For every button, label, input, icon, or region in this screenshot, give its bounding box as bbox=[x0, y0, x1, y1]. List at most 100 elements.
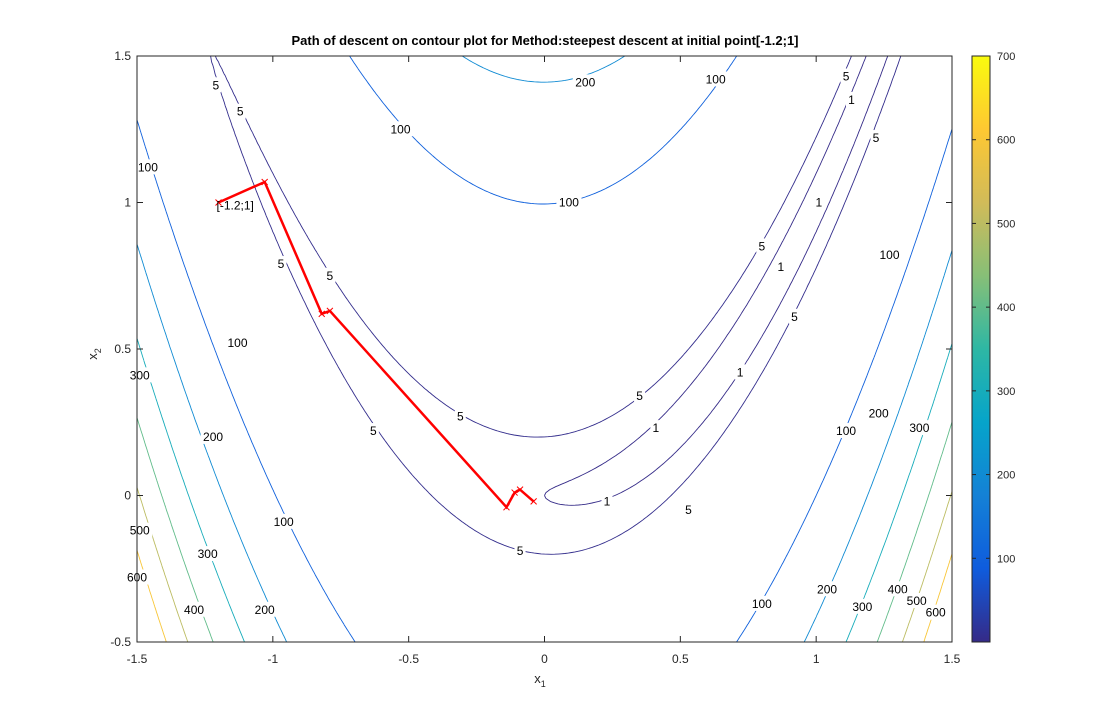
contour-label-bg bbox=[127, 367, 153, 383]
contour-label-bg bbox=[885, 581, 911, 597]
colorbar-tick-label: 600 bbox=[997, 135, 1015, 147]
contour-label-bg bbox=[454, 408, 466, 424]
descent-path-marker bbox=[215, 199, 222, 206]
contour-label-bg bbox=[845, 91, 857, 107]
contour-label-bg bbox=[367, 423, 379, 439]
x-axis-label-subscript: 1 bbox=[541, 679, 546, 689]
contour-label: 100 bbox=[274, 515, 294, 529]
contour-label-bg bbox=[275, 256, 287, 272]
contour-label: 300 bbox=[852, 600, 872, 614]
contour-level-500 bbox=[137, 487, 952, 642]
contour-label: 100 bbox=[880, 248, 900, 262]
contour-label: 100 bbox=[752, 597, 772, 611]
y-axis-label-subscript: 2 bbox=[93, 348, 103, 353]
x-tick-label: 1 bbox=[813, 652, 820, 666]
contour-label: 100 bbox=[836, 424, 856, 438]
y-axis-ticks: -0.5 0 0.5 1 1.5 bbox=[110, 49, 952, 649]
contour-label: 400 bbox=[184, 603, 204, 617]
start-point-annotation: [-1.2;1] bbox=[217, 199, 254, 213]
contour-label-bg bbox=[833, 423, 859, 439]
x-axis-label: x1 bbox=[534, 671, 546, 689]
x-tick-label: -1.5 bbox=[127, 652, 148, 666]
contour-label: 100 bbox=[138, 160, 158, 174]
contour-label: 5 bbox=[517, 544, 524, 558]
colorbar-ticks: 100 200 300 400 500 600 700 bbox=[972, 51, 1015, 565]
contour-label-bg bbox=[127, 522, 153, 538]
contour-label-bg bbox=[388, 121, 414, 137]
colorbar-tick-label: 100 bbox=[997, 553, 1015, 565]
contour-label-bg bbox=[514, 543, 526, 559]
contour-label-bg bbox=[904, 592, 930, 608]
contour-label: 200 bbox=[203, 430, 223, 444]
contour-label-bg bbox=[225, 335, 251, 351]
contour-label: 5 bbox=[237, 105, 244, 119]
contour-label-bg bbox=[556, 194, 582, 210]
contour-label-bg bbox=[870, 130, 882, 146]
contour-label: 100 bbox=[559, 196, 579, 210]
contour-label-bg bbox=[252, 601, 278, 617]
contour-label: 400 bbox=[888, 582, 908, 596]
y-tick-label: 1 bbox=[124, 196, 131, 210]
contour-label: 300 bbox=[130, 368, 150, 382]
y-axis-label: x2 bbox=[85, 348, 103, 360]
contour-label: 600 bbox=[926, 606, 946, 620]
contour-label: 300 bbox=[909, 421, 929, 435]
descent-path-marker bbox=[318, 310, 326, 318]
contour-level-5 bbox=[210, 56, 902, 555]
contour-label-bg bbox=[195, 546, 221, 562]
x-tick-label: -1 bbox=[267, 652, 278, 666]
descent-path-marker bbox=[261, 178, 269, 186]
colorbar bbox=[971, 55, 991, 643]
contour-label-bg bbox=[181, 601, 207, 617]
contour-label: 1 bbox=[653, 421, 660, 435]
contour-label: 300 bbox=[198, 547, 218, 561]
contour-label: 1 bbox=[778, 260, 785, 274]
contour-label: 1 bbox=[816, 196, 823, 210]
y-axis-label-text: x bbox=[85, 353, 100, 360]
contour-label-bg bbox=[210, 77, 222, 93]
descent-path-group bbox=[215, 178, 537, 511]
x-tick-label: 1.5 bbox=[944, 652, 961, 666]
contour-label-bg bbox=[734, 364, 746, 380]
contour-label-bg bbox=[650, 420, 662, 436]
contour-label-bg bbox=[788, 308, 800, 324]
contour-label: 500 bbox=[130, 524, 150, 538]
contour-label: 200 bbox=[575, 75, 595, 89]
contour-label-bg bbox=[634, 387, 646, 403]
contour-label: 5 bbox=[873, 131, 880, 145]
contour-label-bg bbox=[682, 502, 694, 518]
contour-label: 100 bbox=[391, 122, 411, 136]
contour-label: 5 bbox=[212, 78, 219, 92]
contour-label: 200 bbox=[817, 582, 837, 596]
x-tick-label: 0.5 bbox=[672, 652, 689, 666]
contour-level-100 bbox=[137, 56, 952, 642]
contour-label-bg bbox=[814, 581, 840, 597]
contour-label-bg bbox=[135, 159, 161, 175]
contour-label: 5 bbox=[370, 424, 377, 438]
contour-label-bg bbox=[601, 493, 613, 509]
colorbar-tick-label: 300 bbox=[997, 386, 1015, 398]
contour-label: 200 bbox=[255, 603, 275, 617]
y-tick-label: -0.5 bbox=[110, 635, 131, 649]
contour-label: 500 bbox=[907, 594, 927, 608]
contour-label: 5 bbox=[758, 239, 765, 253]
contour-label-bg bbox=[324, 267, 336, 283]
y-tick-label: 0 bbox=[124, 489, 131, 503]
x-axis-label-text: x bbox=[534, 671, 541, 686]
contour-label-bg bbox=[271, 513, 297, 529]
x-axis-ticks: -1.5 -1 -0.5 0 0.5 1 1.5 bbox=[127, 56, 961, 666]
contour-label-bg bbox=[775, 258, 787, 274]
y-tick-label: 1.5 bbox=[114, 49, 131, 63]
contour-label: 100 bbox=[706, 72, 726, 86]
contour-label: 5 bbox=[791, 310, 798, 324]
x-tick-label: 0 bbox=[541, 652, 548, 666]
descent-path-marker bbox=[503, 503, 510, 511]
contour-label: 5 bbox=[636, 389, 643, 403]
descent-path-marker bbox=[530, 498, 537, 505]
colorbar-tick-label: 400 bbox=[997, 302, 1015, 314]
plot-area bbox=[137, 56, 952, 642]
x-tick-label: -0.5 bbox=[398, 652, 419, 666]
contour-label-bg bbox=[703, 71, 729, 87]
contour-label-bg bbox=[234, 103, 246, 119]
